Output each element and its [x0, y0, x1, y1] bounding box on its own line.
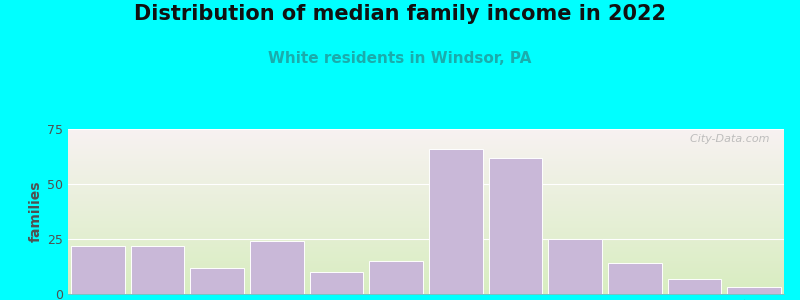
Bar: [190, 268, 244, 294]
Bar: [668, 279, 722, 294]
Y-axis label: families: families: [29, 181, 43, 242]
Bar: [370, 261, 423, 294]
Bar: [548, 239, 602, 294]
Text: City-Data.com: City-Data.com: [683, 134, 770, 144]
Text: White residents in Windsor, PA: White residents in Windsor, PA: [268, 51, 532, 66]
Bar: [608, 263, 662, 294]
Bar: [310, 272, 363, 294]
Bar: [250, 241, 304, 294]
Text: Distribution of median family income in 2022: Distribution of median family income in …: [134, 4, 666, 25]
Bar: [130, 246, 184, 294]
Bar: [727, 287, 781, 294]
Bar: [429, 149, 482, 294]
Bar: [71, 246, 125, 294]
Bar: [489, 158, 542, 294]
